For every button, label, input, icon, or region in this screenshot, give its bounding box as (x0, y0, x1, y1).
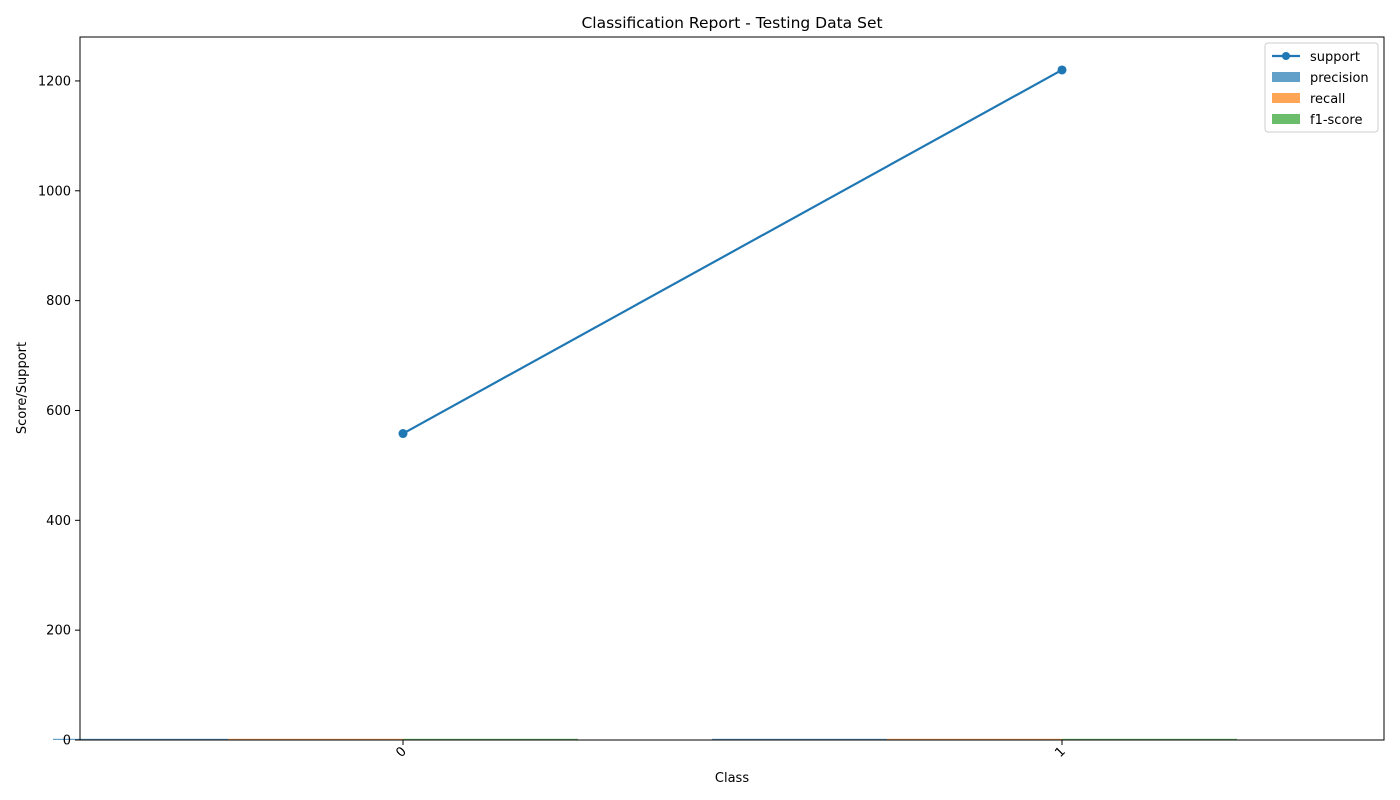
bar-f1-score-class-1 (1062, 738, 1237, 740)
legend-box (1264, 42, 1379, 133)
legend: support precision recall f1-score (1264, 42, 1379, 133)
bar-recall-class-1 (887, 738, 1062, 740)
legend-support-marker (1282, 52, 1290, 60)
x-tick-label-1: 1 (1052, 744, 1068, 760)
line-support (402, 68, 1063, 435)
legend-recall-label: recall (1310, 92, 1345, 107)
x-axis-label: Class (715, 771, 749, 786)
y-axis-label: Score/Support (15, 342, 30, 434)
legend-support-label: support (1310, 50, 1360, 65)
y-tick-label: 0 (63, 734, 71, 749)
legend-f1-score-swatch (1272, 114, 1300, 124)
point-support-class-1 (1057, 65, 1067, 75)
x-tick-label-0: 0 (393, 744, 409, 760)
bar-precision-class-1 (712, 738, 887, 740)
legend-precision-swatch (1272, 72, 1300, 82)
y-tick-label: 800 (46, 294, 71, 309)
legend-f1-score-label: f1-score (1310, 113, 1362, 128)
chart-title: Classification Report - Testing Data Set (581, 14, 882, 32)
bar-recall-class-0 (228, 738, 403, 740)
y-tick-label: 600 (46, 404, 71, 419)
y-tick-label: 1000 (38, 184, 71, 199)
point-support-class-0 (398, 429, 408, 439)
plot-frame (79, 36, 1385, 741)
bar-f1-score-class-0 (403, 738, 578, 740)
y-tick-label: 200 (46, 624, 71, 639)
legend-precision-label: precision (1310, 71, 1369, 86)
y-tick-label: 400 (46, 514, 71, 529)
legend-recall-swatch (1272, 93, 1300, 103)
bar-precision-class-0 (53, 738, 228, 740)
y-tick-label: 1200 (38, 74, 71, 89)
